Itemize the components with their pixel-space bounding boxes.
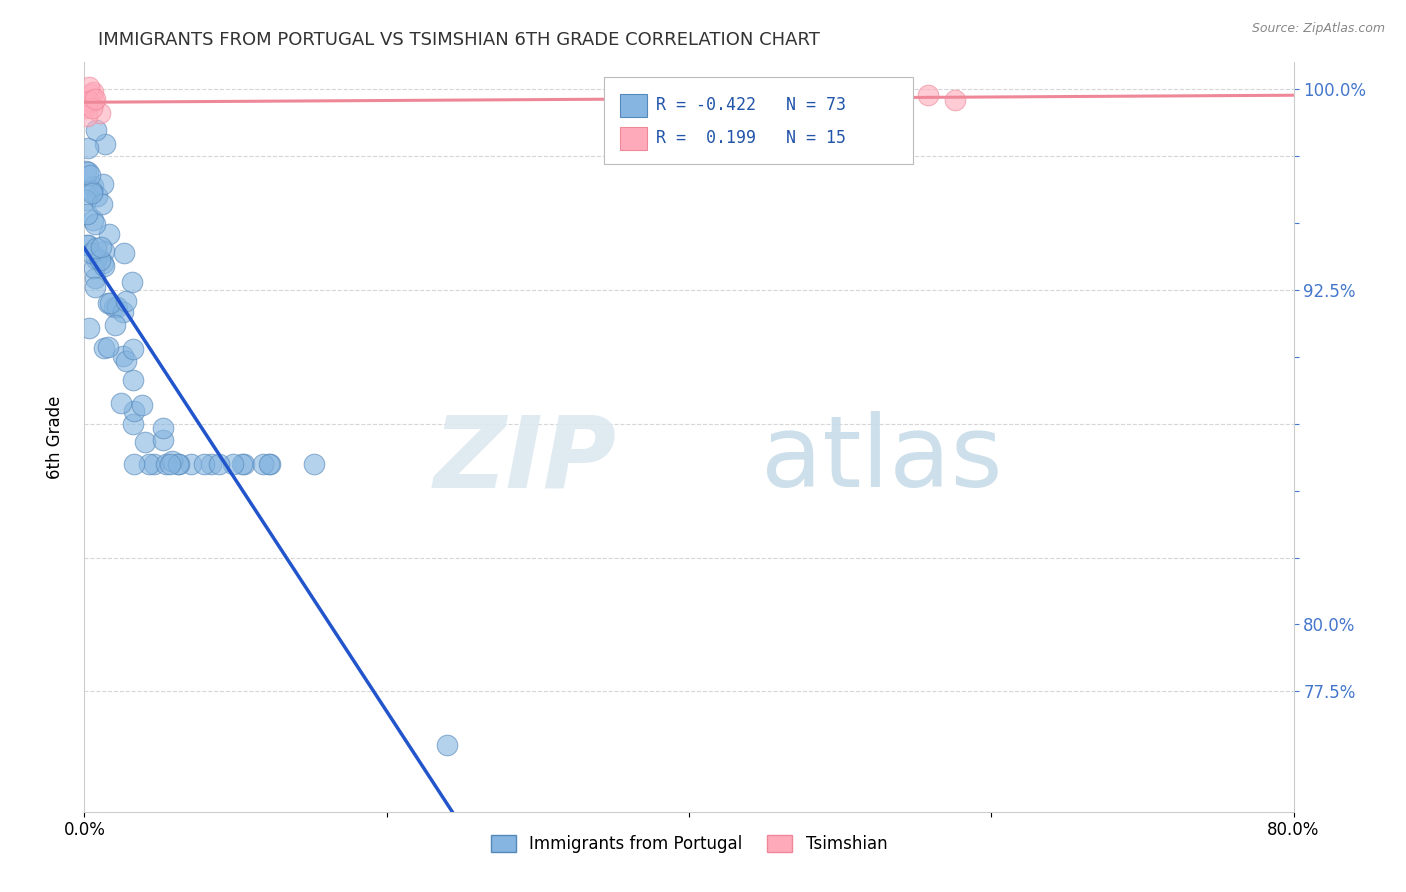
- Point: [77, 165, 100, 179]
- Point: [180, 457, 202, 471]
- Point: [166, 457, 188, 471]
- Point: [97, 295, 120, 310]
- FancyBboxPatch shape: [605, 78, 912, 163]
- Point: [73, 98, 96, 112]
- Point: [131, 398, 153, 412]
- Point: [90, 240, 112, 254]
- Point: [84, 92, 107, 106]
- Point: [83, 94, 105, 108]
- Point: [193, 457, 215, 471]
- Point: [143, 457, 166, 471]
- Point: [115, 354, 138, 368]
- Text: R = -0.422   N = 73: R = -0.422 N = 73: [657, 95, 846, 114]
- Point: [114, 294, 136, 309]
- Point: [93, 259, 115, 273]
- Point: [83, 260, 105, 275]
- Point: [91, 256, 114, 270]
- Point: [134, 434, 156, 449]
- Point: [82, 179, 104, 194]
- Point: [105, 301, 128, 315]
- Point: [208, 457, 231, 471]
- Text: R =  0.199   N = 15: R = 0.199 N = 15: [657, 128, 846, 147]
- Point: [79, 87, 101, 102]
- Point: [160, 453, 183, 467]
- Text: IMMIGRANTS FROM PORTUGAL VS TSIMSHIAN 6TH GRADE CORRELATION CHART: IMMIGRANTS FROM PORTUGAL VS TSIMSHIAN 6T…: [98, 31, 820, 49]
- Point: [77, 79, 100, 94]
- Point: [200, 457, 222, 471]
- Point: [121, 343, 143, 357]
- Point: [84, 122, 107, 136]
- Point: [104, 318, 127, 332]
- Point: [80, 245, 103, 260]
- Point: [93, 244, 115, 259]
- Point: [138, 457, 160, 471]
- Point: [111, 305, 134, 319]
- Point: [98, 227, 121, 241]
- Point: [124, 457, 146, 471]
- Point: [91, 177, 114, 191]
- Point: [257, 457, 280, 471]
- Point: [76, 238, 98, 252]
- Point: [110, 396, 132, 410]
- Point: [75, 164, 97, 178]
- Point: [943, 93, 966, 107]
- Point: [82, 186, 104, 200]
- Point: [121, 373, 143, 387]
- Y-axis label: 6th Grade: 6th Grade: [45, 395, 63, 479]
- Point: [112, 349, 135, 363]
- Point: [89, 252, 111, 267]
- Point: [94, 137, 117, 152]
- Point: [76, 109, 98, 123]
- Point: [436, 738, 458, 752]
- Point: [232, 457, 254, 471]
- Point: [259, 457, 281, 471]
- Point: [86, 189, 108, 203]
- Point: [93, 342, 115, 356]
- Text: ZIP: ZIP: [433, 411, 616, 508]
- Point: [90, 197, 112, 211]
- Point: [917, 87, 939, 102]
- Point: [89, 106, 111, 120]
- Point: [82, 213, 104, 227]
- Point: [84, 280, 107, 294]
- Point: [302, 457, 325, 471]
- Point: [103, 300, 125, 314]
- Point: [122, 417, 145, 431]
- Point: [84, 252, 107, 266]
- Point: [84, 217, 107, 231]
- Text: Source: ZipAtlas.com: Source: ZipAtlas.com: [1251, 22, 1385, 36]
- Point: [122, 403, 145, 417]
- Point: [77, 140, 100, 154]
- Point: [80, 101, 103, 115]
- Point: [79, 168, 101, 182]
- Point: [84, 271, 107, 285]
- Text: atlas: atlas: [762, 411, 1002, 508]
- Point: [77, 95, 100, 109]
- Point: [100, 296, 122, 310]
- Point: [155, 457, 177, 471]
- Point: [75, 95, 97, 110]
- Point: [77, 321, 100, 335]
- Legend: Immigrants from Portugal, Tsimshian: Immigrants from Portugal, Tsimshian: [484, 828, 894, 860]
- Point: [75, 193, 97, 207]
- Point: [252, 457, 274, 471]
- Point: [75, 101, 97, 115]
- Point: [76, 238, 98, 252]
- Point: [84, 241, 107, 255]
- Point: [159, 457, 181, 471]
- Point: [76, 95, 98, 110]
- Point: [152, 433, 174, 447]
- Point: [222, 457, 245, 471]
- Point: [167, 457, 190, 471]
- Point: [152, 420, 174, 434]
- Point: [76, 207, 98, 221]
- Point: [112, 245, 135, 260]
- FancyBboxPatch shape: [620, 127, 647, 151]
- Point: [97, 340, 120, 354]
- FancyBboxPatch shape: [620, 94, 647, 118]
- Point: [82, 184, 104, 198]
- Point: [121, 275, 143, 289]
- Point: [82, 85, 104, 99]
- Point: [231, 457, 253, 471]
